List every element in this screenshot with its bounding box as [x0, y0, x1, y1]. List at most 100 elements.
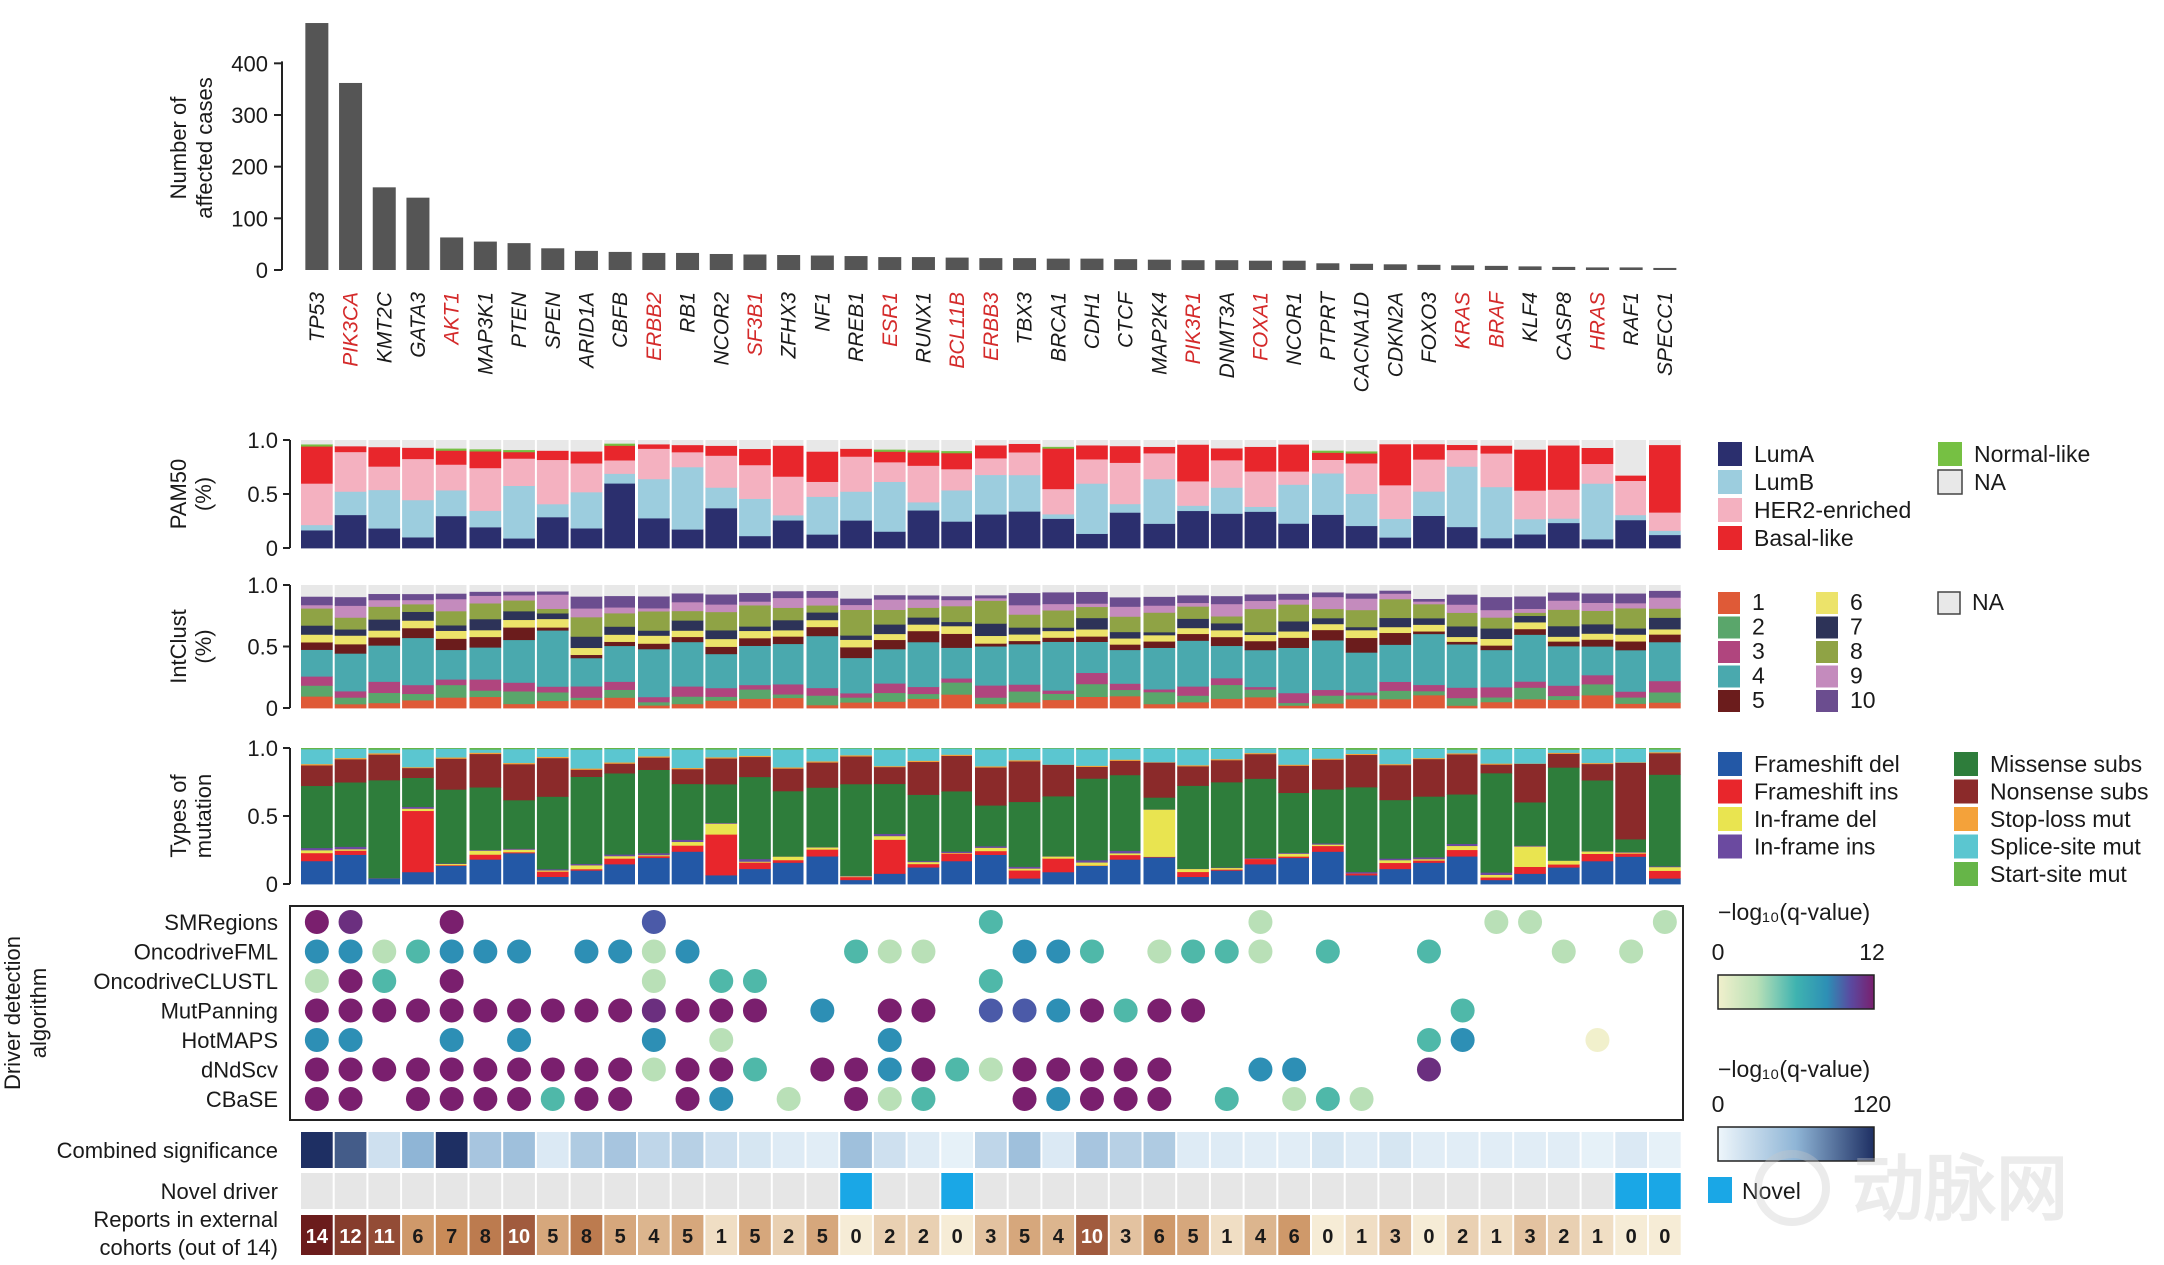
- watermark-text: 动脉网: [1852, 1150, 2068, 1230]
- legend-muttype-swatch-3: [1718, 834, 1742, 859]
- panel-intclust-seg-ptprt-7: [1312, 608, 1344, 619]
- novel-tile-rreb1: [840, 1173, 872, 1209]
- panel-intclust-seg-ncor1-6: [1278, 621, 1310, 632]
- panel-muttype-group-gap: [1309, 744, 1313, 888]
- count-bar-gata3: [406, 197, 430, 270]
- panel-pam50-seg-foxa1-5: [1244, 440, 1277, 447]
- panel-intclust-seg-kmt2c-9: [368, 593, 401, 601]
- count-bar-akt1: [440, 237, 464, 270]
- novel-tile-zfhx3: [772, 1173, 805, 1209]
- panel-intclust-seg-sf3b1-1: [739, 689, 771, 699]
- panel-intclust-seg-pik3r1-0: [1177, 701, 1209, 709]
- driver-dot-oncodriveclustl-tp53: [304, 969, 329, 993]
- driver-dot-dndscv-map3k1: [473, 1057, 498, 1082]
- combined-tile-erbb2: [638, 1132, 670, 1168]
- panel-pam50-seg-zfhx3-1: [772, 515, 805, 521]
- panel-intclust-seg-braf-10: [1480, 585, 1513, 598]
- legend-muttype-swatch-0: [1718, 752, 1742, 776]
- panel-intclust-seg-ptprt-3: [1312, 640, 1344, 691]
- panel-intclust-seg-arid1a-2: [570, 686, 603, 698]
- panel-intclust-seg-ncor2-4: [705, 646, 738, 655]
- panel-intclust-seg-akt1-6: [435, 625, 468, 631]
- legend-intclust-swatch-1: [1816, 616, 1838, 639]
- panel-muttype-seg-nf1-4: [806, 787, 839, 848]
- panel-muttype-seg-rreb1-7: [840, 748, 872, 756]
- panel-pam50-seg-tbx3-3: [1008, 443, 1041, 453]
- panel-intclust-seg-casp8-6: [1547, 625, 1580, 637]
- panel-intclust-group-gap: [972, 581, 976, 712]
- panel-muttype-seg-pik3r1-6: [1177, 764, 1209, 767]
- panel-intclust-seg-tbx3-5: [1008, 634, 1041, 642]
- combined-tile-rb1: [671, 1132, 704, 1168]
- combined-significance-row: Combined significance: [57, 1132, 1681, 1168]
- driver-dot-hotmaps-erbb2: [641, 1028, 666, 1052]
- panel-intclust-seg-rreb1-3: [840, 657, 872, 694]
- panel-intclust-seg-dnmt3a-7: [1210, 616, 1243, 624]
- panel-muttype-seg-ctcf-3: [1109, 850, 1142, 854]
- panel-pam50-seg-erbb3-5: [975, 440, 1007, 446]
- panel-muttype-seg-map3k1-4: [469, 787, 502, 851]
- panel-muttype-seg-pten-1: [503, 851, 535, 854]
- driver-dot-dndscv-sf3b1: [742, 1057, 767, 1082]
- legend-intclust-label-4: 5: [1752, 687, 1765, 713]
- panel-muttype-seg-cdkn2a-5: [1379, 764, 1412, 801]
- driver-dot-oncodriveclustl-erbb3: [978, 969, 1003, 993]
- panel-intclust-seg-specc1-0: [1649, 702, 1681, 709]
- panel-intclust-seg-pik3ca-10: [334, 585, 367, 598]
- panel-pam50-seg-map2k4-1: [1143, 478, 1176, 524]
- panel-pam50-seg-cdh1-1: [1076, 483, 1108, 534]
- panel-muttype-seg-map3k1-0: [469, 859, 502, 885]
- panel-pam50-seg-nf1-2: [806, 481, 839, 497]
- panel-muttype-seg-ncor2-8: [705, 748, 738, 750]
- panel-pam50-seg-brca1-3: [1042, 448, 1075, 490]
- panel-muttype-seg-casp8-5: [1547, 753, 1580, 768]
- panel-intclust-seg-cbfb-5: [604, 634, 636, 642]
- panel-pam50-seg-arid1a-0: [570, 528, 603, 549]
- driver-dot-oncodrivefml-cdh1: [1079, 939, 1104, 964]
- panel-intclust-seg-rb1-8: [671, 601, 704, 612]
- panel-intclust-seg-ncor1-1: [1278, 702, 1310, 706]
- panel-muttype-seg-nf1-5: [806, 762, 839, 788]
- panel-intclust-seg-pik3r1-2: [1177, 686, 1209, 696]
- panel-intclust-seg-specc1-4: [1649, 634, 1681, 643]
- panel-muttype-seg-hras-1: [1581, 853, 1614, 862]
- panel-muttype-seg-raf1-0: [1615, 856, 1647, 885]
- novel-tile-sf3b1: [739, 1173, 771, 1209]
- report-tile-dnmt3a: [1210, 1215, 1243, 1255]
- panel-pam50-seg-pten-1: [503, 485, 535, 539]
- driver-dot-oncodriveclustl-akt1: [439, 969, 464, 993]
- report-value-kras: 2: [1457, 1226, 1468, 1248]
- panel-muttype-seg-arid1a-5: [570, 769, 603, 777]
- report-tile-map2k4: [1143, 1215, 1176, 1255]
- panel-muttype-seg-raf1-8: [1615, 748, 1647, 749]
- panel-intclust-seg-cbfb-1: [604, 689, 636, 698]
- panel-muttype-seg-rb1-1: [671, 845, 704, 852]
- panel-intclust-seg-tbx3-6: [1008, 627, 1041, 635]
- count-bar-esr1: [878, 257, 902, 270]
- panel-intclust-seg-zfhx3-2: [772, 684, 805, 695]
- driver-dot-smregions-akt1: [439, 910, 464, 934]
- panel-muttype-seg-pik3r1-0: [1177, 876, 1209, 885]
- combined-tile-ncor2: [705, 1132, 738, 1168]
- report-value-pten: 10: [508, 1226, 530, 1248]
- panel-pam50-seg-pik3ca-3: [334, 445, 367, 453]
- panel-pam50-seg-ctcf-1: [1109, 503, 1142, 513]
- panel-muttype-seg-pik3ca-2: [334, 848, 367, 851]
- report-value-kmt2c: 11: [374, 1226, 395, 1248]
- panel-pam50-seg-raf1-5: [1615, 440, 1647, 476]
- panel-intclust-seg-cdkn2a-9: [1379, 590, 1412, 594]
- legend-muttype-label-1: Nonsense subs: [1990, 779, 2149, 805]
- novel-legend-swatch: [1708, 1177, 1732, 1203]
- panel-pam50-seg-ptprt-4: [1312, 450, 1344, 453]
- panel-muttype-seg-rb1-4: [671, 783, 704, 840]
- panel-muttype-seg-foxo3-0: [1413, 862, 1445, 885]
- panel-intclust-seg-foxo3-8: [1413, 601, 1445, 605]
- legend-intclust-swatch-0: [1718, 592, 1740, 614]
- panel-pam50-seg-ctcf-3: [1109, 445, 1142, 463]
- panel-pam50-seg-rreb1-0: [840, 520, 872, 549]
- panel-intclust-seg-foxa1-2: [1244, 686, 1277, 690]
- panel-intclust-seg-rb1-1: [671, 696, 704, 705]
- panel-intclust-seg-map3k1-3: [469, 647, 502, 680]
